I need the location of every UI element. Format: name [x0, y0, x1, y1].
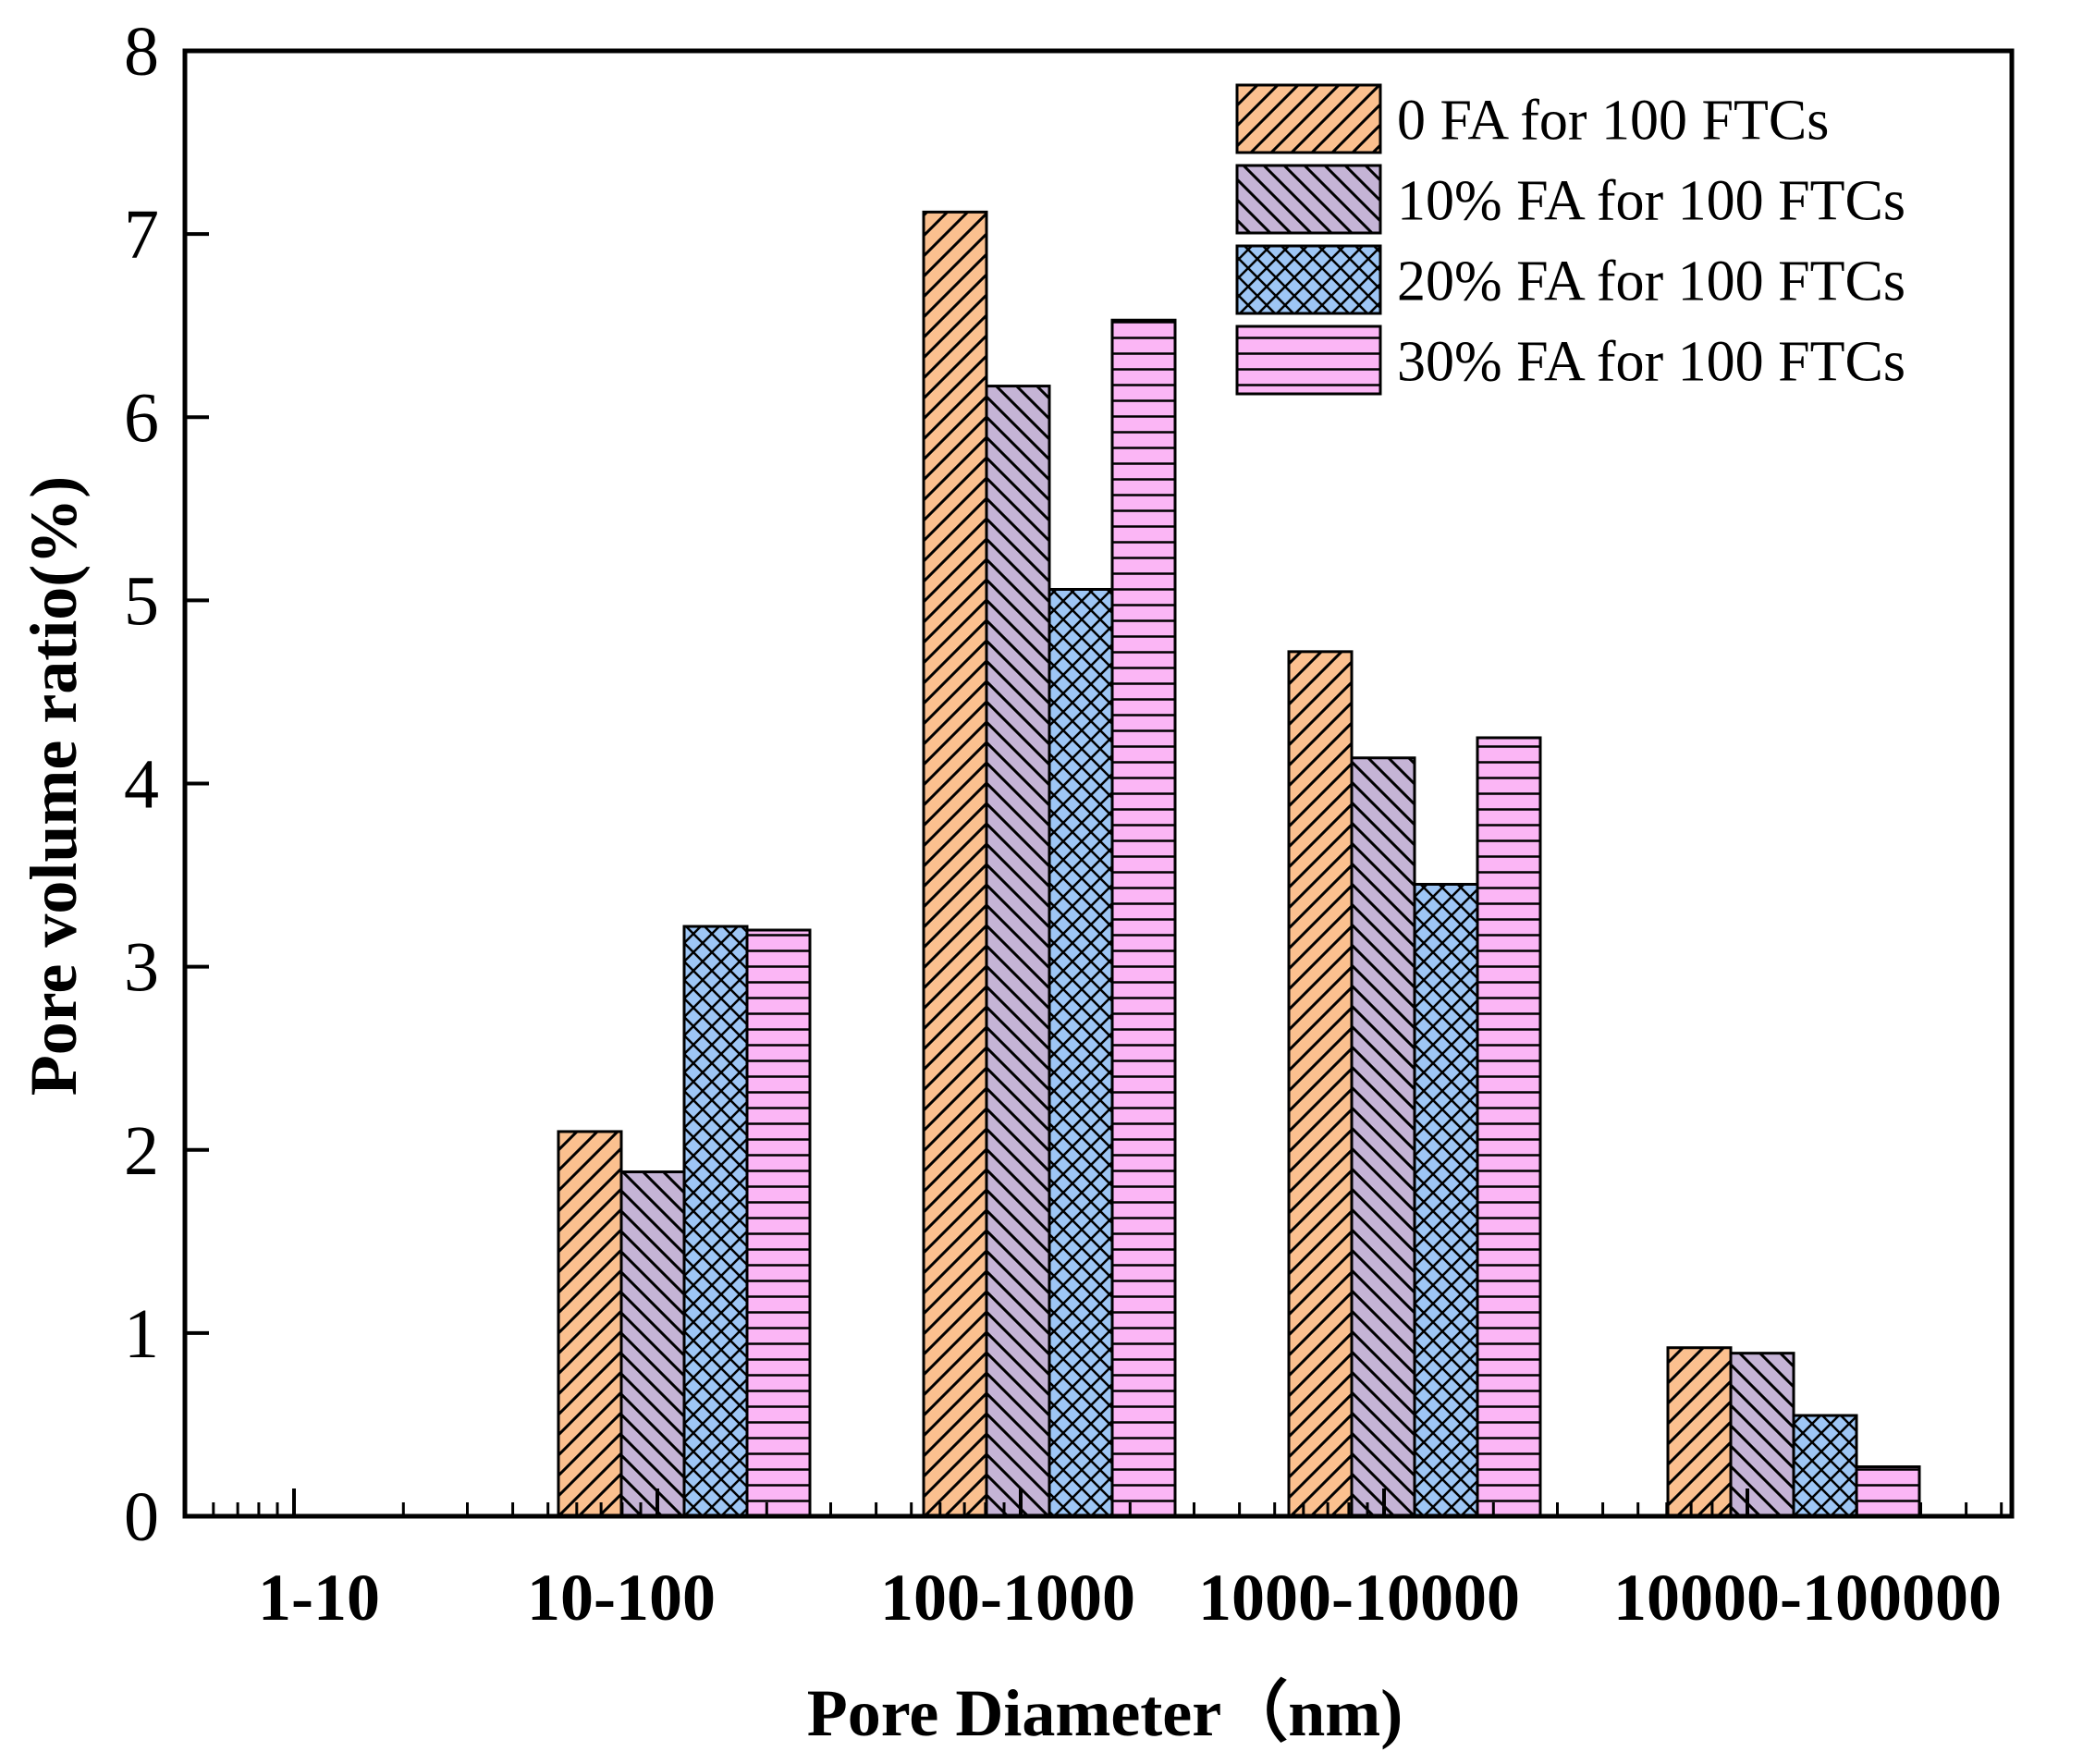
y-tick-label-0: 0	[124, 1478, 159, 1556]
plot-area: 0 1 2 3 4 5 6 7 8 1-10 10-100 100-1000 1000-10000 100…	[124, 13, 2015, 1635]
y-tick-label-1: 1	[124, 1295, 159, 1373]
bar-3-1	[1350, 756, 1416, 1518]
y-tick-label-4: 4	[124, 746, 159, 824]
bar-1-3	[745, 928, 812, 1518]
y-tick-label-7: 7	[124, 196, 159, 274]
x-category-label-4: 10000-100000	[1613, 1561, 2002, 1635]
legend: 0 FA for 100 FTCs 10% FA for 100 FTCs 20% …	[1235, 83, 1905, 396]
legend-swatch-2	[1235, 244, 1382, 315]
x-category-label-2: 100-1000	[880, 1561, 1135, 1635]
bar-2-3	[1110, 318, 1177, 1518]
bar-3-3	[1476, 736, 1542, 1518]
legend-label-3: 30% FA for 100 FTCs	[1397, 331, 1905, 394]
legend-swatch-3	[1235, 325, 1382, 396]
x-category-label-0: 1-10	[258, 1561, 380, 1635]
legend-swatch-1	[1235, 164, 1382, 235]
bar-2-2	[1048, 587, 1114, 1518]
y-tick-label-5: 5	[124, 562, 159, 640]
bar-2-1	[985, 385, 1051, 1518]
y-tick-label-2: 2	[124, 1112, 159, 1190]
bar-1-2	[682, 925, 749, 1518]
y-tick-label-3: 3	[124, 929, 159, 1007]
x-axis-title: Pore Diameter（nm)	[807, 1676, 1403, 1750]
legend-label-2: 20% FA for 100 FTCs	[1397, 251, 1905, 313]
bar-1-1	[619, 1170, 686, 1518]
bar-2-0	[922, 210, 988, 1518]
y-tick-label-6: 6	[124, 379, 159, 457]
bar-4-1	[1729, 1352, 1795, 1518]
bar-4-0	[1666, 1346, 1733, 1518]
bar-1-0	[557, 1130, 623, 1518]
x-category-label-3: 1000-10000	[1198, 1561, 1520, 1635]
legend-swatch-0	[1235, 83, 1382, 154]
bar-3-2	[1413, 882, 1479, 1518]
bar-3-0	[1287, 650, 1354, 1518]
legend-label-1: 10% FA for 100 FTCs	[1397, 170, 1905, 233]
x-category-label-1: 10-100	[527, 1561, 716, 1635]
bar-4-3	[1855, 1465, 1921, 1518]
y-axis-title: Pore volume ratio(%)	[17, 476, 91, 1096]
legend-label-0: 0 FA for 100 FTCs	[1397, 90, 1829, 153]
y-tick-label-8: 8	[124, 13, 159, 91]
bar-4-2	[1792, 1414, 1858, 1518]
